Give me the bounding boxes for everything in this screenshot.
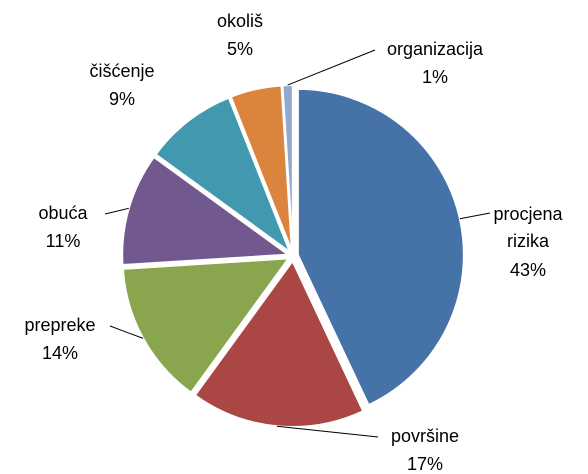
value-label: 43%: [510, 260, 546, 280]
value-label: 11%: [46, 231, 81, 251]
pie-slice: [154, 96, 293, 255]
leader-line: [459, 212, 491, 220]
pie-slice: [193, 259, 365, 428]
category-label: čišćenje: [89, 61, 154, 81]
value-label: 17%: [407, 454, 443, 474]
category-label: procjena rizika: [493, 204, 563, 251]
category-label: organizacija: [387, 39, 484, 59]
leader-line: [276, 425, 379, 438]
leader-line: [104, 207, 129, 215]
leader-line: [287, 49, 376, 86]
category-label: obuća: [38, 203, 88, 223]
pie-slice: [121, 155, 292, 267]
value-label: 9%: [109, 89, 135, 109]
value-label: 5%: [227, 39, 253, 59]
category-label: okoliš: [217, 11, 263, 31]
value-label: 14%: [42, 343, 78, 363]
leader-line: [109, 325, 144, 339]
category-label: prepreke: [24, 315, 95, 335]
category-label: površine: [391, 426, 459, 446]
value-label: 1%: [422, 67, 448, 87]
